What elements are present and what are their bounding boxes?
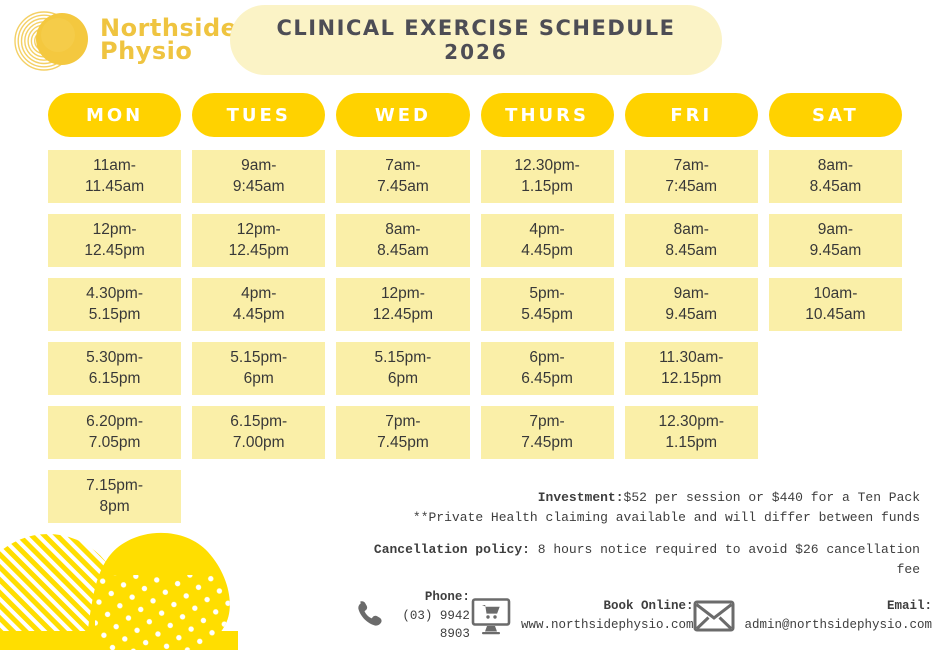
logo-wordmark: Northside Physio xyxy=(100,14,238,65)
phone-icon xyxy=(358,601,382,626)
time-slot-sat-1: 8am- 8.45am xyxy=(768,150,902,203)
email-envelope-icon xyxy=(693,600,735,632)
time-slot-mon-6: 7.15pm- 8pm xyxy=(48,470,182,523)
title-banner: CLINICAL EXERCISE SCHEDULE 2026 xyxy=(230,5,722,75)
time-slot-mon-2: 12pm- 12.45pm xyxy=(48,214,182,267)
time-slot-fri-5: 12.30pm- 1.15pm xyxy=(624,406,758,459)
time-slot-wed-4: 5.15pm- 6pm xyxy=(336,342,470,395)
time-slot-mon-5: 6.20pm- 7.05pm xyxy=(48,406,182,459)
time-slot-fri-1: 7am- 7:45am xyxy=(624,150,758,203)
day-column-tues: TUES 9am- 9:45am 12pm- 12.45pm 4pm- 4.45pm … xyxy=(192,93,326,523)
day-header-tues: TUES xyxy=(192,93,326,137)
dots-pattern xyxy=(95,575,230,650)
email-text: Email: admin@northsidephysio.com xyxy=(744,597,932,635)
northside-physio-logo: Northside Physio xyxy=(14,6,237,74)
day-column-sat: SAT 8am- 8.45am 9am- 9.45am 10am- 10.45am xyxy=(768,93,902,523)
time-slot-wed-1: 7am- 7.45am xyxy=(336,150,470,203)
time-slot-tues-4: 5.15pm- 6pm xyxy=(192,342,326,395)
day-header-thurs: THURS xyxy=(480,93,614,137)
private-health-line: **Private Health claiming available and … xyxy=(412,510,920,526)
time-slot-mon-3: 4.30pm- 5.15pm xyxy=(48,278,182,331)
time-slot-wed-5: 7pm- 7.45pm xyxy=(336,406,470,459)
book-online-text: Book Online: www.northsidephysio.com xyxy=(521,597,694,635)
schedule-grid: MON 11am- 11.45am 12pm- 12.45pm 4.30pm- 5.1… xyxy=(48,93,902,523)
time-slot-mon-1: 11am- 11.45am xyxy=(48,150,182,203)
time-slot-sat-2: 9am- 9.45am xyxy=(768,214,902,267)
investment-line: Investment:$52 per session or $440 for a… xyxy=(300,488,920,508)
time-slot-tues-1: 9am- 9:45am xyxy=(192,150,326,203)
time-slot-sat-3: 10am- 10.45am xyxy=(768,278,902,331)
time-slot-wed-2: 8am- 8.45am xyxy=(336,214,470,267)
phone-text: Phone: (03) 9942 8903 xyxy=(395,588,470,644)
email-label: Email: xyxy=(886,599,932,614)
time-slot-tues-2: 12pm- 12.45pm xyxy=(192,214,326,267)
time-slot-fri-4: 11.30am- 12.15pm xyxy=(624,342,758,395)
day-header-mon: MON xyxy=(48,93,182,137)
sun-arcs-logo-icon xyxy=(14,11,88,71)
email-address[interactable]: admin@northsidephysio.com xyxy=(744,617,932,632)
online-cart-icon xyxy=(471,598,511,635)
contact-bar: Phone: (03) 9942 8903 Book Online: www.n… xyxy=(352,588,932,644)
decorative-corner-shapes xyxy=(0,532,238,650)
logo-line2: Physio xyxy=(100,37,193,65)
time-slot-mon-4: 5.30pm- 6.15pm xyxy=(48,342,182,395)
day-column-mon: MON 11am- 11.45am 12pm- 12.45pm 4.30pm- 5.1… xyxy=(48,93,182,523)
page-title-year: 2026 xyxy=(444,40,508,64)
investment-text: $52 per session or $440 for a Ten Pack xyxy=(623,490,920,505)
email-contact: Email: admin@northsidephysio.com xyxy=(693,597,932,635)
time-slot-wed-3: 12pm- 12.45pm xyxy=(336,278,470,331)
website-url[interactable]: www.northsidephysio.com xyxy=(520,617,694,632)
time-slot-thurs-4: 6pm- 6.45pm xyxy=(480,342,614,395)
cancellation-fee-line: fee xyxy=(896,562,920,578)
time-slot-thurs-3: 5pm- 5.45pm xyxy=(480,278,614,331)
day-column-wed: WED 7am- 7.45am 8am- 8.45am 12pm- 12.45pm 5… xyxy=(336,93,470,523)
time-slot-tues-5: 6.15pm- 7.00pm xyxy=(192,406,326,459)
pricing-and-policy-notes: Investment:$52 per session or $440 for a… xyxy=(300,488,920,581)
time-slot-thurs-5: 7pm- 7.45pm xyxy=(480,406,614,459)
phone-label: Phone: xyxy=(424,589,470,604)
logo-line1: Northside xyxy=(100,14,238,43)
investment-label: Investment: xyxy=(537,490,624,505)
day-header-sat: SAT xyxy=(768,93,902,137)
book-online-contact: Book Online: www.northsidephysio.com xyxy=(470,597,694,635)
phone-number[interactable]: (03) 9942 8903 xyxy=(402,608,470,642)
phone-contact: Phone: (03) 9942 8903 xyxy=(352,588,470,644)
day-header-wed: WED xyxy=(336,93,470,137)
time-slot-thurs-2: 4pm- 4.45pm xyxy=(480,214,614,267)
cancellation-label: Cancellation policy: xyxy=(373,542,530,558)
time-slot-fri-3: 9am- 9.45am xyxy=(624,278,758,331)
day-header-fri: FRI xyxy=(624,93,758,137)
time-slot-tues-3: 4pm- 4.45pm xyxy=(192,278,326,331)
time-slot-thurs-1: 12.30pm- 1.15pm xyxy=(480,150,614,203)
day-column-thurs: THURS 12.30pm- 1.15pm 4pm- 4.45pm 5pm- 5.45… xyxy=(480,93,614,523)
day-column-fri: FRI 7am- 7:45am 8am- 8.45am 9am- 9.45am 11.… xyxy=(624,93,758,523)
time-slot-fri-2: 8am- 8.45am xyxy=(624,214,758,267)
book-online-label: Book Online: xyxy=(603,599,694,614)
cancellation-line: Cancellation policy: 8 hours notice requ… xyxy=(300,540,920,560)
cancellation-text: 8 hours notice required to avoid $26 can… xyxy=(529,542,920,558)
page-title: CLINICAL EXERCISE SCHEDULE xyxy=(276,16,676,40)
